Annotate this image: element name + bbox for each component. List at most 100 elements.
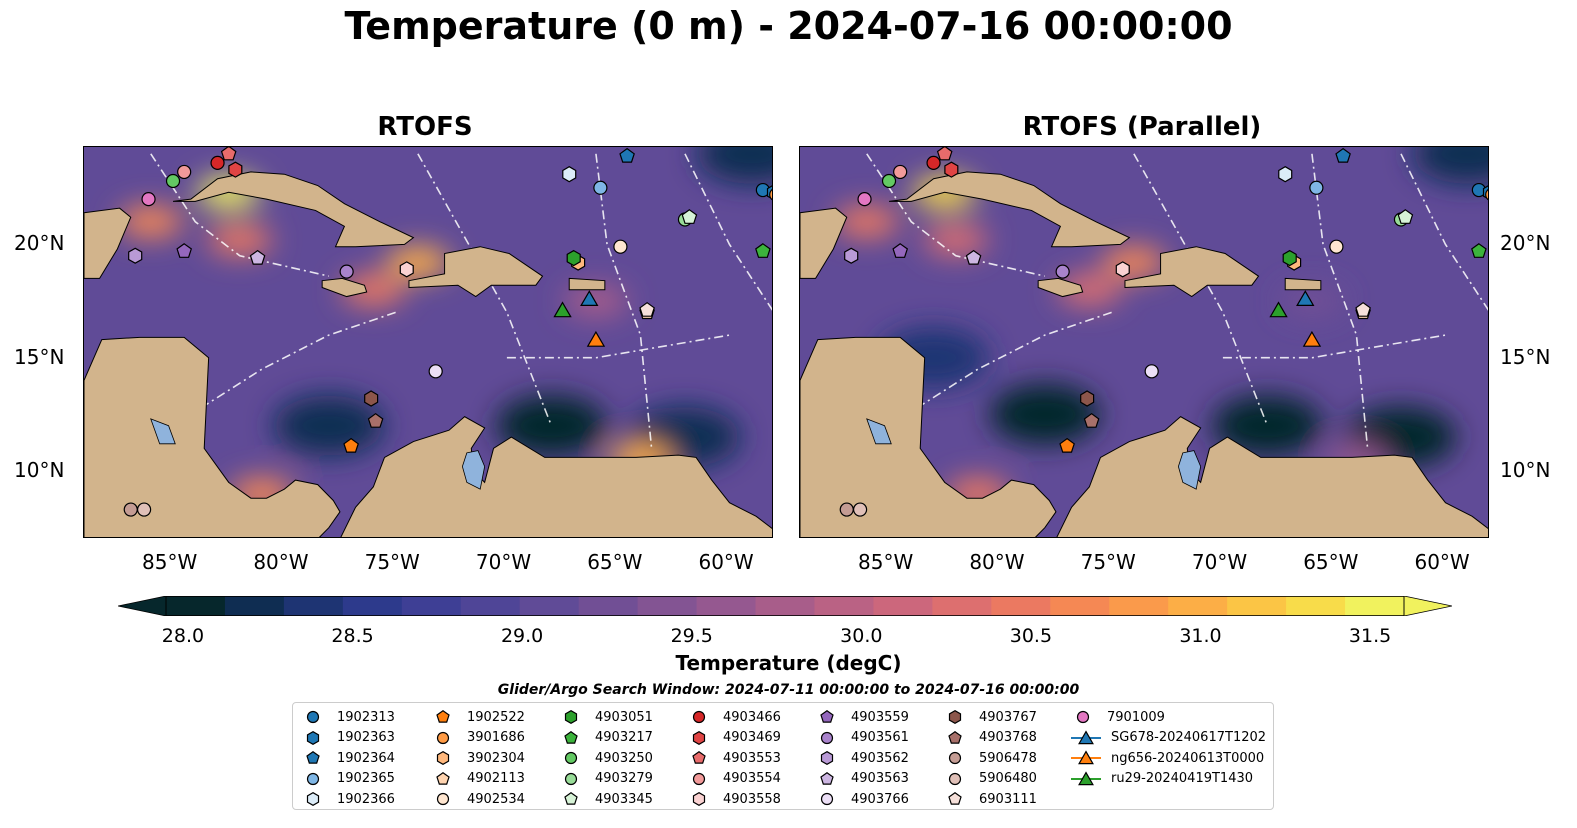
warm-anomaly — [834, 205, 899, 238]
legend-item: 4903279 — [557, 769, 653, 789]
legend-swatch — [306, 730, 320, 745]
marker-4903553 — [220, 147, 237, 161]
legend-label: 3902304 — [467, 750, 525, 766]
marker-4903766 — [1144, 364, 1159, 379]
legend-marker — [692, 710, 706, 724]
search-window-caption: Glider/Argo Search Window: 2024-07-11 00… — [497, 682, 1080, 698]
colorbar-segment — [401, 596, 462, 616]
marker-4903345 — [681, 209, 698, 224]
marker-1902365 — [593, 180, 608, 195]
legend-label: 4903466 — [723, 709, 781, 725]
marker-4903562 — [844, 247, 859, 264]
x-tick-label: 80°W — [969, 550, 1025, 574]
marker-4903558 — [1115, 261, 1130, 278]
legend-label: 4903558 — [723, 791, 781, 807]
legend-marker — [820, 709, 834, 723]
colorbar-segment — [1050, 596, 1110, 616]
legend-swatch — [692, 730, 706, 745]
legend-marker — [948, 710, 962, 724]
marker-6903111 — [1355, 301, 1371, 317]
land-puerto-rico — [1284, 277, 1322, 291]
land-south-america — [340, 416, 772, 537]
legend-label: 4903767 — [979, 709, 1037, 725]
legend-swatch — [692, 772, 706, 785]
colorbar-segment — [1345, 596, 1405, 616]
marker-4903466 — [210, 155, 225, 170]
marker-5906478 — [123, 502, 138, 517]
colorbar-tick-label: 29.0 — [500, 625, 544, 647]
legend-item: 4903766 — [813, 789, 909, 809]
x-tick-label: 85°W — [142, 550, 198, 574]
legend-marker — [436, 792, 450, 806]
colorbar-segment — [1227, 596, 1287, 616]
marker-4903559 — [892, 243, 909, 258]
legend-label: ng656-20240613T0000 — [1111, 750, 1265, 766]
colorbar-segment — [283, 596, 344, 616]
y-tick-label: 20°N — [14, 231, 65, 256]
legend-marker — [436, 731, 450, 744]
legend-swatch — [564, 730, 578, 744]
marker-ng656-20240613T0000 — [1302, 330, 1322, 347]
cool-anomaly — [696, 147, 772, 184]
colorbar-title: Temperature (degC) — [675, 651, 902, 675]
legend-item: 4903768 — [941, 728, 1037, 748]
legend-label: 4903561 — [851, 730, 909, 745]
cool-anomaly — [273, 395, 384, 456]
legend-item: 1902366 — [299, 789, 395, 809]
colorbar-tick-label: 30.0 — [840, 625, 883, 647]
colorbar-segment — [755, 596, 816, 616]
eez-boundary — [1400, 153, 1488, 311]
marker-4903554 — [893, 164, 908, 180]
legend-marker — [306, 710, 320, 724]
colorbar-segment — [1168, 596, 1228, 616]
legend-swatch — [820, 771, 834, 785]
land-cuba — [172, 171, 415, 248]
legend-label: 4903554 — [723, 771, 781, 786]
marker-1902364 — [1335, 147, 1351, 163]
marker-4903554 — [177, 164, 192, 180]
marker-1902522 — [343, 437, 359, 453]
marker-4903553 — [936, 147, 953, 161]
legend-swatch — [1071, 729, 1101, 744]
legend-item: 6903111 — [941, 789, 1037, 809]
land-yucatan — [84, 207, 132, 279]
legend-swatch — [564, 710, 578, 724]
warm-anomaly — [1101, 246, 1166, 279]
marker-4903217 — [755, 243, 771, 258]
legend-label: ru29-20240419T1430 — [1111, 771, 1254, 786]
legend-item: 7901009 — [1069, 707, 1165, 727]
colorbar-segment — [342, 596, 403, 616]
land-hispaniola — [408, 246, 544, 298]
legend-item: 4903469 — [685, 728, 781, 748]
legend-marker — [1078, 750, 1094, 765]
legend-item: 4903562 — [813, 748, 909, 768]
cool-anomaly — [1212, 395, 1323, 456]
legend-label: 4903217 — [595, 730, 653, 745]
colorbar-segment — [1286, 596, 1346, 616]
legend-item: 5906478 — [941, 748, 1037, 768]
legend-marker — [948, 751, 962, 765]
legend-label: 4902113 — [467, 771, 525, 786]
legend-marker — [306, 730, 320, 745]
legend-marker — [564, 772, 578, 785]
colorbar-tick-label: 31.0 — [1179, 625, 1222, 647]
x-tick-label: 65°W — [587, 550, 643, 574]
marker-4903766 — [428, 364, 443, 379]
legend-swatch — [306, 772, 320, 785]
marker-4903768 — [367, 412, 384, 428]
x-tick-label: 75°W — [1080, 550, 1136, 574]
map-panel-rtofs — [83, 146, 773, 538]
legend-item: 1902522 — [429, 707, 525, 727]
legend-item: ng656-20240613T0000 — [1069, 748, 1264, 768]
legend-label: 4903469 — [723, 730, 781, 745]
map-panel-rtofs-parallel — [799, 146, 1489, 538]
legend-label: 4903345 — [595, 791, 653, 807]
legend-item: 3902304 — [429, 748, 525, 768]
colorbar-tick-label: 28.0 — [161, 625, 205, 647]
legend-label: 1902366 — [337, 791, 395, 807]
colorbar-segment — [519, 596, 580, 616]
legend-swatch — [948, 772, 962, 785]
legend-marker — [436, 751, 450, 765]
y-tick-label: 10°N — [14, 458, 65, 483]
colorbar-segment — [166, 596, 226, 616]
